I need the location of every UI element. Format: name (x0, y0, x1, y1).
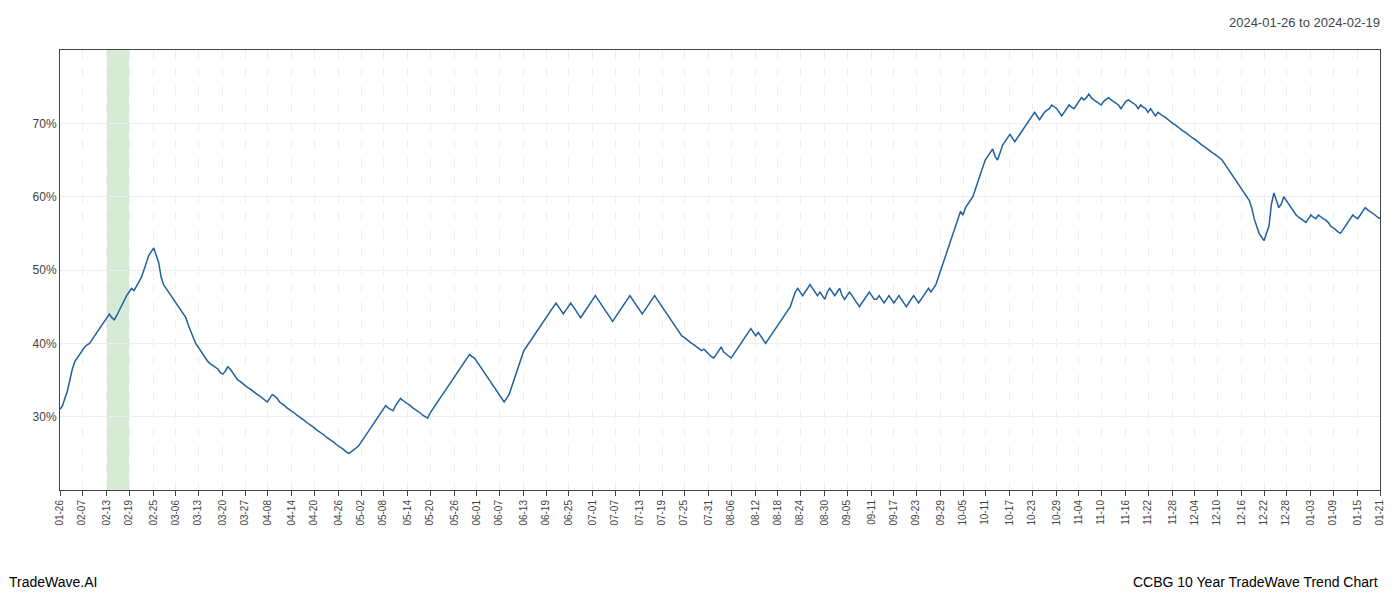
svg-text:02-19: 02-19 (123, 500, 134, 526)
svg-text:30%: 30% (33, 410, 57, 424)
svg-text:03-06: 03-06 (170, 500, 181, 526)
svg-text:12-04: 12-04 (1189, 500, 1200, 526)
svg-text:09-05: 09-05 (841, 500, 852, 526)
svg-text:11-10: 11-10 (1095, 500, 1106, 525)
svg-text:08-18: 08-18 (772, 500, 783, 526)
svg-text:02-25: 02-25 (148, 500, 159, 526)
svg-text:05-26: 05-26 (449, 500, 460, 526)
svg-text:12-28: 12-28 (1280, 500, 1291, 526)
svg-text:03-27: 03-27 (239, 500, 250, 526)
svg-text:06-01: 06-01 (471, 500, 482, 526)
svg-text:12-22: 12-22 (1258, 500, 1269, 526)
svg-text:05-14: 05-14 (402, 500, 413, 526)
svg-text:06-25: 06-25 (563, 500, 574, 526)
svg-text:12-16: 12-16 (1236, 500, 1247, 526)
svg-text:09-11: 09-11 (866, 500, 877, 525)
svg-text:60%: 60% (33, 190, 57, 204)
svg-text:07-01: 07-01 (587, 500, 598, 526)
svg-text:04-26: 04-26 (333, 500, 344, 526)
svg-text:CCBG 10 Year TradeWave Trend C: CCBG 10 Year TradeWave Trend Chart (1133, 574, 1378, 590)
svg-text:09-29: 09-29 (935, 500, 946, 526)
svg-text:04-14: 04-14 (286, 500, 297, 526)
svg-text:07-13: 07-13 (634, 500, 645, 526)
svg-text:01-15: 01-15 (1352, 500, 1363, 526)
svg-text:06-19: 06-19 (540, 500, 551, 526)
svg-text:40%: 40% (33, 337, 57, 351)
svg-text:08-06: 08-06 (725, 500, 736, 526)
svg-text:07-25: 07-25 (678, 500, 689, 526)
svg-text:05-02: 05-02 (355, 500, 366, 526)
svg-text:03-13: 03-13 (192, 500, 203, 526)
svg-text:06-07: 06-07 (493, 500, 504, 526)
svg-text:12-10: 12-10 (1211, 500, 1222, 526)
svg-text:10-23: 10-23 (1026, 500, 1037, 526)
svg-text:08-24: 08-24 (794, 500, 805, 526)
svg-text:05-20: 05-20 (424, 500, 435, 526)
svg-text:11-04: 11-04 (1073, 500, 1084, 525)
svg-text:50%: 50% (33, 263, 57, 277)
svg-text:10-17: 10-17 (1004, 500, 1015, 526)
svg-text:10-29: 10-29 (1051, 500, 1062, 526)
svg-text:01-03: 01-03 (1305, 500, 1316, 526)
svg-text:07-31: 07-31 (703, 500, 714, 526)
svg-text:05-08: 05-08 (377, 500, 388, 526)
svg-text:06-13: 06-13 (518, 500, 529, 526)
svg-text:10-11: 10-11 (979, 500, 990, 525)
svg-text:09-17: 09-17 (888, 500, 899, 526)
svg-text:2024-01-26 to 2024-02-19: 2024-01-26 to 2024-02-19 (1229, 15, 1380, 30)
svg-text:01-26: 01-26 (54, 500, 65, 526)
svg-text:03-20: 03-20 (217, 500, 228, 526)
svg-text:11-22: 11-22 (1142, 500, 1153, 525)
svg-text:02-07: 02-07 (76, 500, 87, 526)
svg-text:TradeWave.AI: TradeWave.AI (9, 574, 97, 590)
svg-text:70%: 70% (33, 117, 57, 131)
svg-text:01-21: 01-21 (1374, 500, 1385, 526)
svg-text:08-12: 08-12 (750, 500, 761, 526)
svg-text:11-16: 11-16 (1120, 500, 1131, 525)
svg-text:01-09: 01-09 (1327, 500, 1338, 526)
svg-text:10-05: 10-05 (957, 500, 968, 526)
svg-text:08-30: 08-30 (819, 500, 830, 526)
svg-text:11-28: 11-28 (1167, 500, 1178, 525)
svg-text:04-08: 04-08 (262, 500, 273, 526)
svg-text:07-19: 07-19 (656, 500, 667, 526)
svg-text:07-07: 07-07 (609, 500, 620, 526)
svg-text:02-13: 02-13 (101, 500, 112, 526)
svg-text:09-23: 09-23 (910, 500, 921, 526)
svg-text:04-20: 04-20 (308, 500, 319, 526)
